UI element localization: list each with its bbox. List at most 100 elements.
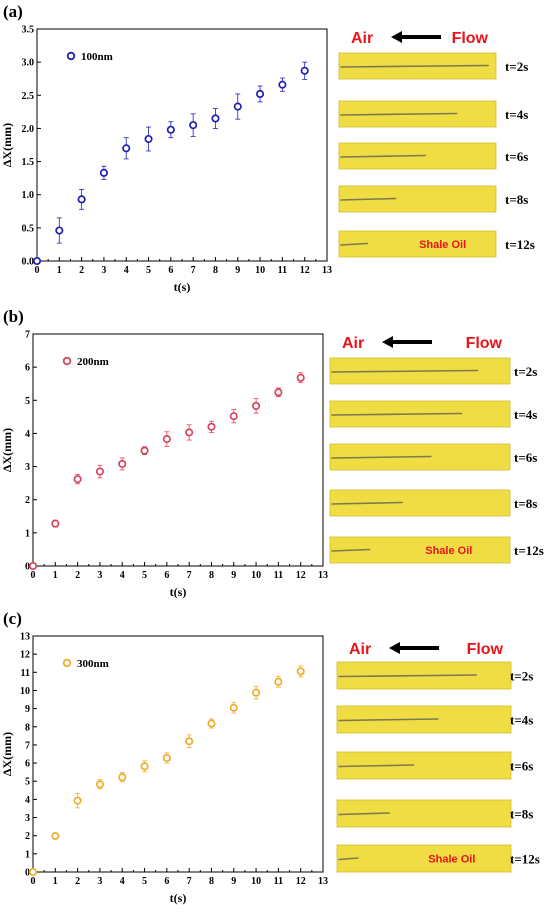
flow-label: Flow — [467, 641, 504, 658]
data-marker — [166, 125, 175, 134]
y-tick-label: 7 — [25, 740, 30, 751]
data-point — [162, 431, 171, 447]
figure-panel-a: (a)0 1 2 3 4 5 6 7 8 9 10 11 12 130.00.51.01.52.02.53… — [0, 2, 535, 294]
y-tick-label: 3.0 — [22, 58, 35, 69]
y-tick-label: 5 — [25, 777, 30, 788]
data-point — [140, 446, 149, 456]
x-tick-label: 10 — [251, 570, 261, 581]
data-point — [274, 675, 283, 688]
data-point — [73, 474, 82, 485]
data-point — [274, 387, 283, 398]
data-marker — [296, 373, 305, 382]
y-tick-label: 7 — [25, 330, 30, 341]
data-point — [207, 718, 216, 729]
y-tick-label: 2 — [25, 495, 30, 506]
data-marker — [73, 475, 82, 484]
plot-frame — [36, 28, 328, 262]
time-label: t=4s — [505, 107, 528, 122]
data-point — [95, 779, 104, 790]
flow-image-strip — [329, 489, 511, 517]
y-tick-label: 0 — [25, 562, 30, 573]
data-point — [300, 61, 309, 80]
data-marker — [189, 121, 198, 130]
data-marker — [51, 832, 60, 841]
fluid-front-line — [340, 242, 369, 246]
data-marker — [162, 435, 171, 444]
x-tick-label: 3 — [101, 265, 106, 276]
shale-oil-label: Shale Oil — [428, 854, 475, 866]
data-marker — [229, 412, 238, 421]
legend-marker-icon — [62, 658, 72, 668]
strip-background — [336, 844, 512, 873]
data-point — [122, 137, 131, 160]
legend-label: 100nm — [81, 51, 113, 63]
flow-label: Flow — [452, 30, 489, 47]
data-marker — [300, 66, 309, 75]
y-tick-label: 0 — [25, 868, 30, 879]
x-tick-label: 11 — [274, 876, 283, 887]
y-tick-label: 3.5 — [22, 25, 35, 36]
data-point — [296, 665, 305, 678]
panel-c: (c) 0 1 2 3 4 5 6 7 8 9 10 11 12 13 0 1 2 3 4 5 6 7 8 9 10 11 12 13 t… — [0, 607, 550, 911]
y-tick-label: 2.0 — [22, 124, 35, 135]
x-tick-label: 5 — [142, 570, 147, 581]
arrow-head — [391, 31, 402, 43]
time-label: t=12s — [514, 543, 544, 558]
y-tick-label: 0.5 — [22, 223, 35, 234]
data-point — [99, 165, 108, 180]
data-point — [95, 464, 104, 479]
time-label: t=8s — [505, 192, 528, 207]
data-point — [252, 398, 261, 414]
x-tick-label: 6 — [164, 570, 169, 581]
plot-frame — [32, 333, 324, 567]
x-tick-label: 0 — [31, 570, 36, 581]
y-axis-label: ΔX(mm) — [0, 732, 14, 776]
panel-a: (a) 0 1 2 3 4 5 6 7 8 9 10 11 12 13 0.0 0.5 1.0 1.5 2.0 2.5 3… — [0, 0, 550, 300]
flow-label: Flow — [466, 335, 503, 352]
data-marker — [274, 388, 283, 397]
fluid-front-line — [338, 857, 359, 861]
data-point — [207, 420, 216, 433]
x-tick-label: 7 — [191, 265, 196, 276]
time-label: t=6s — [505, 149, 528, 164]
fluid-front-line — [338, 812, 391, 816]
x-tick-label: 7 — [187, 570, 192, 581]
time-label: t=6s — [514, 450, 537, 465]
arrow-head — [389, 642, 400, 654]
y-tick-label: 1 — [25, 849, 30, 860]
y-axis-label: ΔX(mm) — [0, 123, 14, 167]
x-tick-label: 11 — [274, 570, 283, 581]
left-arrow-icon — [391, 31, 441, 43]
data-marker — [233, 102, 242, 111]
data-point — [51, 519, 60, 528]
data-marker — [185, 737, 194, 746]
time-label: t=8s — [510, 807, 533, 822]
y-tick-label: 0.0 — [22, 257, 35, 268]
data-marker — [73, 796, 82, 805]
fluid-front-line — [338, 764, 415, 768]
shale-oil-label: Shale Oil — [419, 239, 466, 251]
flow-image-strip — [338, 100, 497, 128]
data-point — [51, 832, 60, 841]
data-marker — [185, 428, 194, 437]
flow-image-strip — [338, 142, 497, 170]
legend-label: 200nm — [77, 356, 109, 368]
panel-label: (b) — [3, 307, 24, 326]
x-tick-label: 1 — [53, 876, 58, 887]
x-tick-label: 4 — [120, 876, 125, 887]
shale-oil-label: Shale Oil — [425, 545, 472, 557]
x-axis-label: t(s) — [174, 280, 191, 294]
data-marker — [296, 667, 305, 676]
data-marker — [28, 561, 38, 571]
flow-image-strip — [336, 751, 512, 780]
air-label: Air — [351, 30, 373, 47]
time-label: t=2s — [514, 364, 537, 379]
time-label: t=4s — [514, 407, 537, 422]
x-tick-label: 0 — [35, 265, 40, 276]
x-tick-label: 8 — [213, 265, 218, 276]
fluid-front-line — [331, 455, 432, 459]
plot-frame — [32, 635, 324, 873]
data-point — [252, 685, 261, 700]
x-tick-label: 6 — [164, 876, 169, 887]
flow-image-strip — [336, 705, 512, 734]
